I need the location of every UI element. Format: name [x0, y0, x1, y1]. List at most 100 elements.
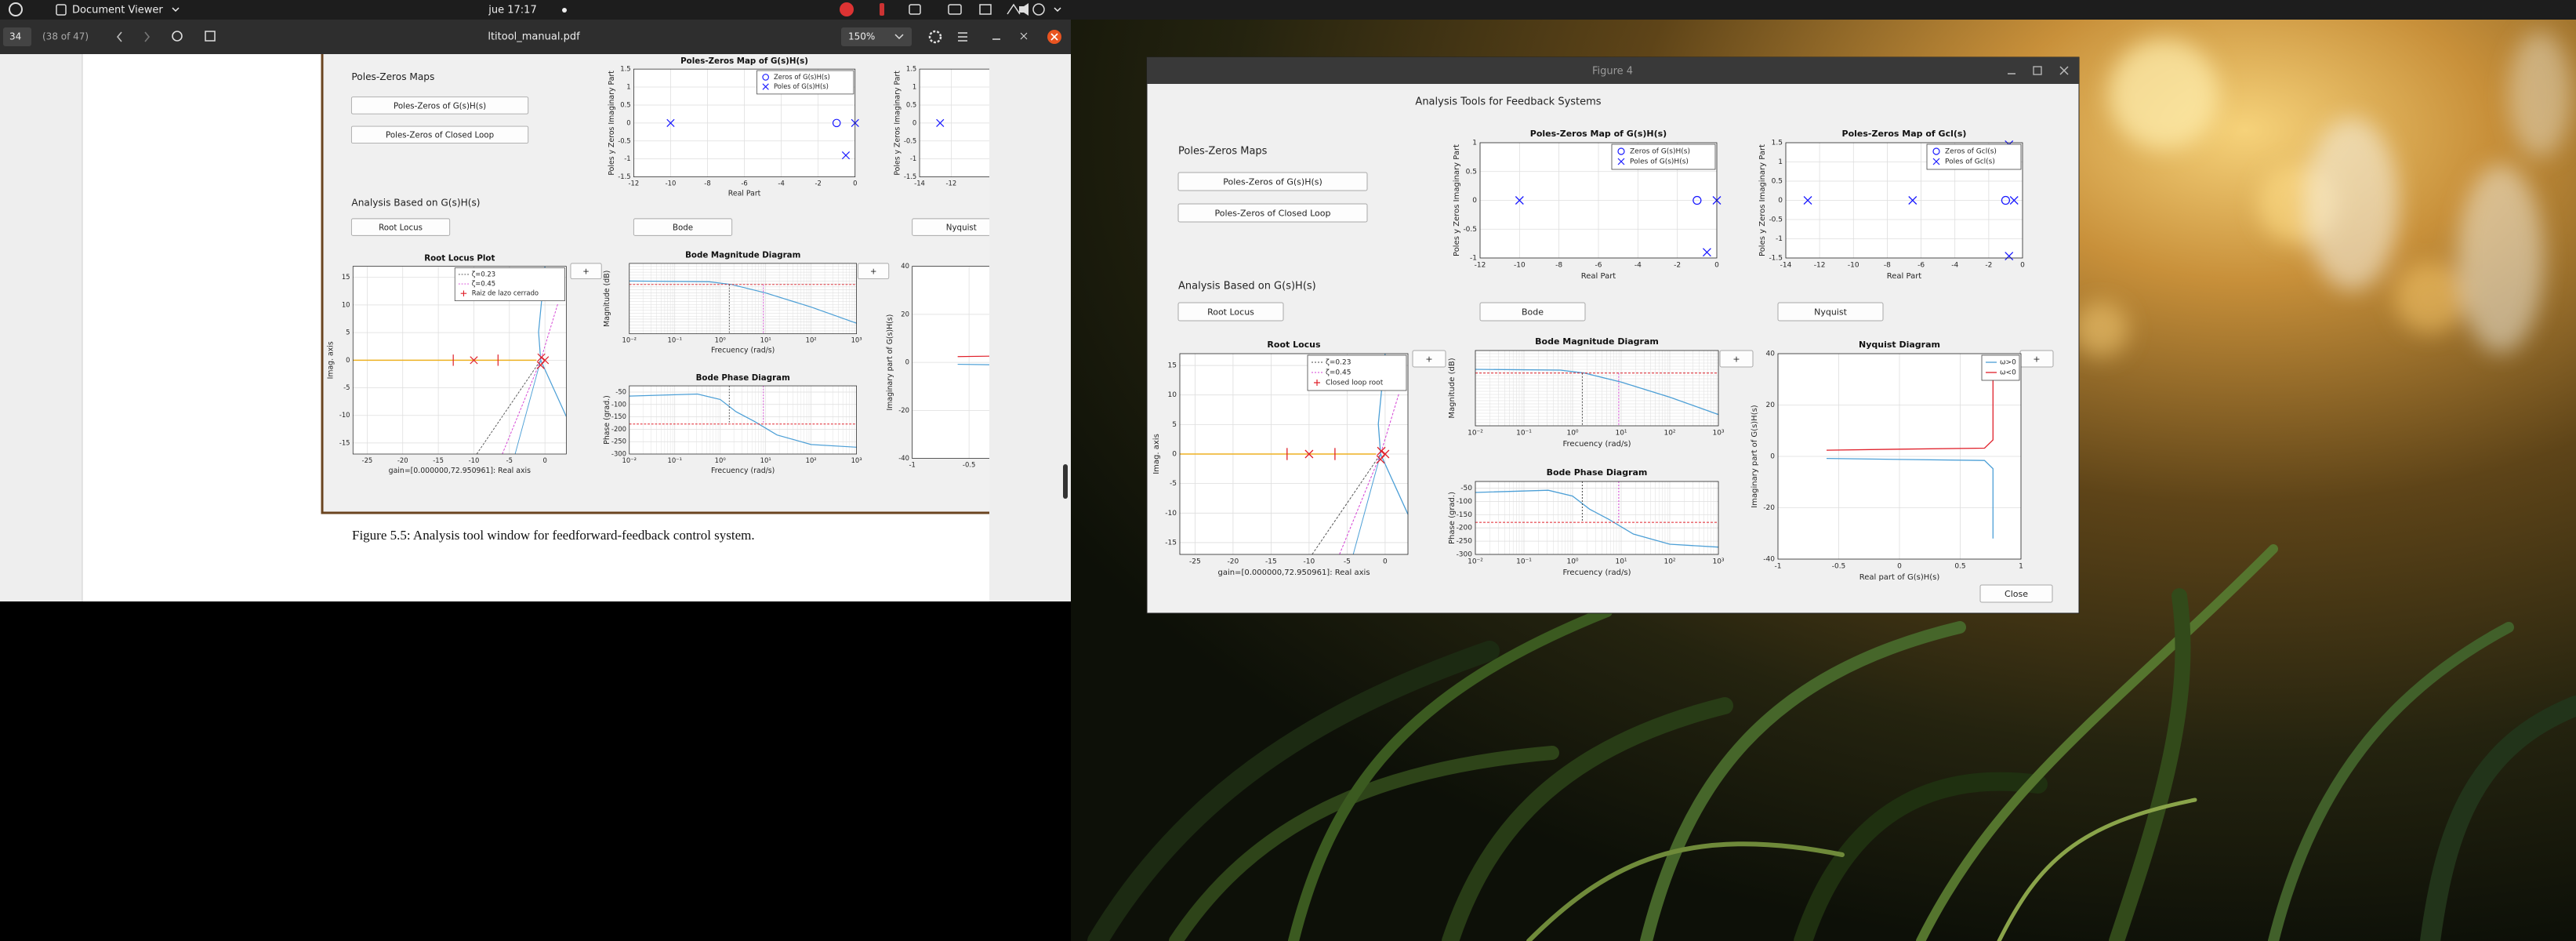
search[interactable]	[172, 31, 183, 42]
clock[interactable]: jue 17:17	[488, 5, 536, 16]
plot-title: Poles-Zeros Map of G(s)H(s)	[1530, 129, 1667, 139]
x-tick-label: -25	[1189, 558, 1201, 566]
analysis-button-label[interactable]: Bode	[673, 223, 693, 233]
analysis-button-label[interactable]: Nyquist	[1814, 307, 1847, 318]
section-label: Poles-Zeros Maps	[1178, 146, 1268, 158]
analysis-button-label[interactable]: Root Locus	[379, 223, 423, 233]
close-button[interactable]	[1979, 584, 2053, 603]
phase-curve	[629, 393, 857, 448]
expand-button-label[interactable]: +	[870, 267, 877, 277]
tray-icon[interactable]	[909, 4, 921, 15]
next-page[interactable]	[144, 31, 151, 42]
map-button[interactable]	[1177, 203, 1368, 223]
y-tick-label: -250	[1457, 538, 1473, 546]
zoom[interactable]: 150%	[848, 31, 875, 42]
map-button-label[interactable]: Poles-Zeros of G(s)H(s)	[1223, 177, 1322, 187]
map-button-label[interactable]: Poles-Zeros of Closed Loop	[1215, 209, 1331, 219]
legend-label: Zeros of G(s)H(s)	[1630, 148, 1690, 156]
x-tick-label: 10²	[1664, 558, 1675, 566]
x-tick-label: 10³	[851, 336, 862, 344]
section-label: Analysis Based on G(s)H(s)	[351, 198, 480, 209]
x-tick-label: -10	[469, 456, 480, 464]
nyquist-curve	[1826, 457, 1994, 539]
map-button[interactable]	[1177, 172, 1368, 191]
analysis-button-label[interactable]: Root Locus	[1207, 307, 1254, 318]
y-tick-label: -1.5	[1769, 255, 1783, 263]
y-tick-label: 1	[1778, 158, 1783, 166]
zoom-arrow[interactable]	[894, 34, 904, 40]
analysis-button[interactable]	[1177, 302, 1284, 322]
section-label: Poles-Zeros Maps	[351, 71, 434, 82]
legend-symbol	[1932, 158, 1940, 165]
analysis-button[interactable]	[912, 218, 1010, 236]
page-number[interactable]: 34	[9, 31, 21, 42]
window-maximize[interactable]	[2033, 66, 2042, 75]
pole-marker	[841, 151, 851, 160]
analysis-button[interactable]	[1479, 302, 1586, 322]
expand-button[interactable]	[1412, 350, 1446, 368]
map-button-label[interactable]: Poles-Zeros of Closed Loop	[386, 131, 494, 140]
x-tick-label: -2	[1674, 262, 1681, 270]
app-name[interactable]: Document Viewer	[72, 5, 163, 16]
expand-button-label[interactable]: +	[1425, 354, 1432, 365]
x-tick-label: -25	[362, 456, 373, 464]
expand-button[interactable]	[1719, 350, 1754, 368]
y-tick-label: 1	[1472, 140, 1477, 147]
axes-border	[912, 266, 989, 459]
scrollbar[interactable]	[1063, 464, 1068, 499]
expand-button[interactable]	[570, 263, 602, 280]
page-number-box[interactable]	[3, 27, 31, 46]
plot-title: Nyquist Diagram	[1859, 340, 1940, 350]
x-tick-label: -6	[1917, 262, 1925, 270]
close-button-label[interactable]: Close	[2005, 589, 2028, 599]
window-close[interactable]	[2059, 66, 2069, 75]
y-tick-label: 15	[1168, 362, 1177, 370]
prev-page[interactable]	[116, 31, 122, 42]
x-tick-label: -15	[1265, 558, 1277, 566]
x-tick-label: -12	[1475, 262, 1486, 270]
tray-icon[interactable]	[840, 2, 854, 16]
y-tick-label: -150	[611, 412, 626, 420]
settings[interactable]	[928, 30, 942, 44]
expand-button-label[interactable]: +	[2033, 354, 2040, 365]
tray-icon[interactable]	[1007, 3, 1021, 15]
analysis-button[interactable]	[350, 218, 451, 236]
analysis-button-label[interactable]: Bode	[1522, 307, 1544, 318]
maximize[interactable]	[1020, 32, 1028, 40]
legend	[1611, 144, 1716, 170]
tray-icon[interactable]	[1019, 3, 1029, 16]
tray-icon[interactable]	[979, 4, 992, 15]
plot-title: Root Locus Plot	[424, 253, 495, 263]
y-tick-label: -250	[611, 438, 626, 445]
zoom-box[interactable]	[841, 27, 912, 46]
map-button[interactable]	[350, 96, 529, 114]
annotate[interactable]	[205, 31, 216, 42]
tray-icon[interactable]	[1032, 3, 1045, 16]
y-tick-label: 0	[1472, 197, 1477, 205]
expand-button-label[interactable]: +	[582, 267, 590, 277]
expand-button-label[interactable]: +	[1732, 354, 1740, 365]
analysis-button[interactable]	[1777, 302, 1884, 322]
analysis-button-label[interactable]: Nyquist	[946, 223, 977, 233]
menu[interactable]	[958, 32, 967, 42]
pole-marker	[1304, 449, 1314, 459]
locus-branch	[540, 360, 567, 417]
figure-caption: Figure 5.5: Analysis tool window for fee…	[352, 528, 755, 543]
map-button-label[interactable]: Poles-Zeros of G(s)H(s)	[394, 101, 486, 111]
expand-button[interactable]	[858, 263, 890, 280]
x-tick-label: 10⁻¹	[1516, 558, 1532, 566]
x-tick-label: 1	[2019, 563, 2023, 571]
map-button[interactable]	[350, 125, 529, 144]
activities-icon[interactable]	[9, 2, 23, 16]
x-tick-label: -8	[1555, 262, 1562, 270]
tray-icon[interactable]	[948, 4, 962, 15]
y-tick-label: -0.5	[904, 136, 916, 144]
y-axis-label: Poles y Zeros Imaginary Part	[1453, 144, 1461, 256]
axes-border	[1777, 353, 2022, 560]
y-tick-label: 0	[912, 118, 916, 126]
tray-icon[interactable]	[880, 3, 884, 16]
analysis-button[interactable]	[633, 218, 733, 236]
x-tick-label: 0.5	[1954, 563, 1965, 571]
x-tick-label: -4	[1634, 262, 1642, 270]
